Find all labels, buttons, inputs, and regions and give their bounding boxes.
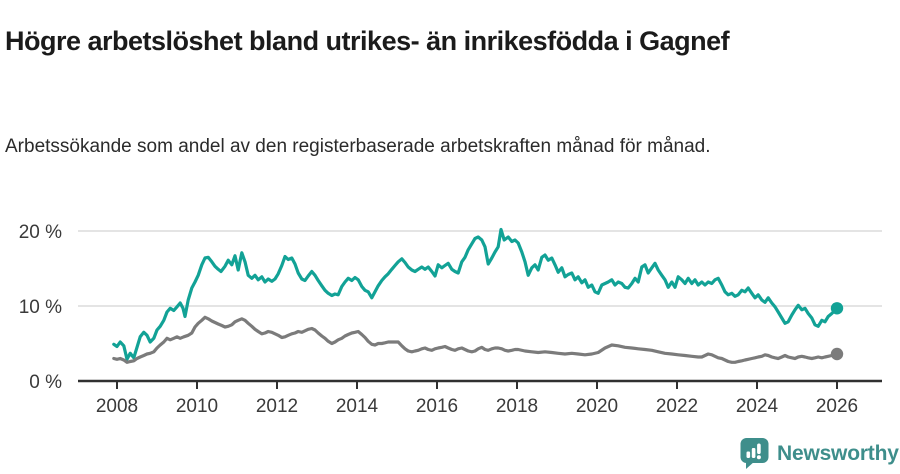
line-chart: 2008 2010 2012 2014 2016 2018 2020 2022 2024 2026… [0, 195, 900, 474]
svg-text:0 %: 0 % [29, 372, 62, 393]
chart-canvas: 2008 2010 2012 2014 2016 2018 2020 2022 2024 2026… [19, 222, 882, 474]
page-title: Högre arbetslöshet bland utrikes- än inr… [5, 26, 730, 57]
svg-text:2020: 2020 [576, 396, 618, 417]
svg-text:2012: 2012 [256, 396, 298, 417]
chart-plot-layer: 2008 2010 2012 2014 2016 2018 2020 2022 2024 2026… [19, 222, 882, 417]
chart-subtitle: Arbetssökande som andel av den registerb… [5, 136, 711, 157]
svg-text:2008: 2008 [96, 396, 138, 417]
newsworthy-logo[interactable]: Newsworthy [739, 437, 899, 470]
bar-chart-speech-bubble-icon [740, 438, 769, 469]
svg-text:2016: 2016 [416, 396, 458, 417]
svg-text:10 %: 10 % [19, 297, 62, 318]
brand-wordmark: Newsworthy [777, 441, 899, 465]
svg-text:2022: 2022 [656, 396, 698, 417]
svg-text:2024: 2024 [736, 396, 779, 417]
svg-text:2026: 2026 [816, 396, 858, 417]
svg-text:2014: 2014 [336, 396, 379, 417]
svg-text:2010: 2010 [176, 396, 218, 417]
svg-text:20 %: 20 % [19, 222, 62, 243]
svg-text:2018: 2018 [496, 396, 538, 417]
